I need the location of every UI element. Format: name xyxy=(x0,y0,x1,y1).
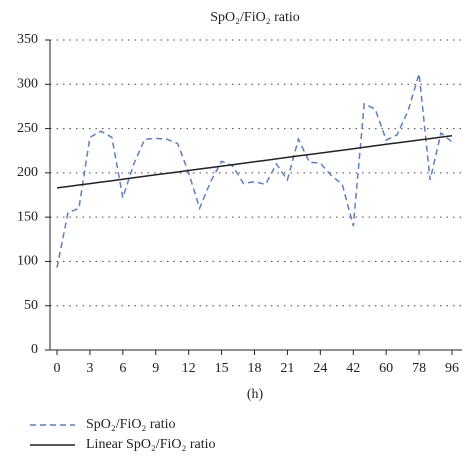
x-tick-label: 24 xyxy=(313,361,327,376)
chart-title: SpO₂/FiO₂ ratio xyxy=(210,10,300,25)
x-tick-label: 96 xyxy=(445,361,459,376)
x-tick-label: 42 xyxy=(346,361,360,376)
x-tick-label: 21 xyxy=(280,361,294,376)
y-tick-label: 50 xyxy=(24,298,38,313)
y-tick-label: 100 xyxy=(17,254,38,269)
x-tick-label: 18 xyxy=(248,361,262,376)
x-tick-label: 9 xyxy=(152,361,159,376)
data-line xyxy=(56,134,453,189)
x-tick-label: 3 xyxy=(86,361,93,376)
y-tick-label: 350 xyxy=(17,32,38,47)
y-tick-label: 0 xyxy=(31,342,38,357)
x-tick-label: 15 xyxy=(215,361,229,376)
y-tick-label: 300 xyxy=(17,77,38,92)
data-line xyxy=(56,73,453,268)
x-tick-label: 6 xyxy=(119,361,126,376)
x-tick-label: 60 xyxy=(379,361,393,376)
y-tick-label: 150 xyxy=(17,209,38,224)
legend-label: SpO₂/FiO₂ ratio xyxy=(86,417,176,432)
x-tick-label: 78 xyxy=(412,361,426,376)
legend-label: Linear SpO₂/FiO₂ ratio xyxy=(86,437,216,452)
y-tick-label: 250 xyxy=(17,121,38,136)
x-tick-label: 0 xyxy=(54,361,61,376)
x-tick-label: 12 xyxy=(182,361,196,376)
x-axis-label: (h) xyxy=(247,387,264,402)
y-tick-label: 200 xyxy=(17,165,38,180)
